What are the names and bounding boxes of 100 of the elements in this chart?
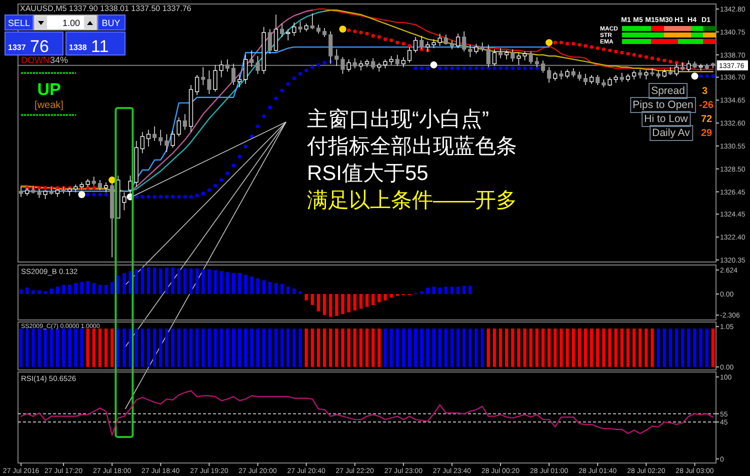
bar: [159, 268, 162, 294]
point: [438, 66, 442, 70]
point: [365, 32, 369, 36]
point: [134, 195, 138, 199]
bar: [104, 284, 108, 294]
candlestick: [474, 43, 478, 54]
bar: [316, 294, 320, 312]
bar: [92, 283, 96, 294]
candlestick: [510, 48, 515, 62]
bar: [202, 269, 205, 294]
point: [226, 172, 230, 176]
candlestick: [170, 130, 175, 148]
candlestick: [195, 74, 200, 96]
candlestick: [438, 33, 442, 46]
bar: [26, 288, 29, 294]
bar: [274, 283, 278, 294]
point: [705, 74, 709, 78]
bar: [298, 291, 302, 294]
bar: [432, 286, 436, 294]
annotation: 72: [701, 114, 713, 125]
bar: [384, 294, 387, 300]
annotation: 1338: [69, 43, 88, 52]
point: [486, 66, 490, 70]
point: [207, 188, 211, 192]
candlestick: [98, 180, 102, 191]
point: [529, 66, 533, 70]
annotation: 满足以上条件——开多: [307, 189, 517, 212]
point: [632, 53, 636, 57]
point: [584, 44, 588, 48]
annotation: 付指标全部出现蓝色条: [306, 135, 517, 158]
point: [656, 58, 660, 62]
bar: [286, 286, 290, 294]
bar: [195, 268, 199, 294]
candlestick: [213, 64, 218, 92]
point: [420, 66, 424, 70]
bar: [134, 269, 138, 294]
candlestick: [268, 28, 272, 54]
bar: [280, 284, 284, 294]
point: [339, 26, 346, 33]
annotation: 29: [701, 128, 713, 139]
point: [662, 58, 666, 62]
point: [590, 45, 594, 49]
bar: [438, 288, 442, 294]
candlestick: [492, 48, 497, 66]
candlestick: [420, 35, 424, 50]
bar: [146, 267, 150, 294]
point: [608, 48, 612, 52]
annotation: 76: [30, 37, 49, 56]
point: [256, 124, 260, 128]
point: [602, 47, 606, 52]
bar: [371, 294, 375, 305]
bar: [86, 281, 90, 294]
point: [516, 66, 521, 70]
candlestick: [280, 23, 284, 38]
point: [238, 154, 242, 158]
point: [691, 72, 698, 80]
point: [644, 55, 648, 59]
candlestick: [176, 117, 181, 137]
candlestick: [298, 20, 302, 33]
bar: [50, 288, 53, 294]
candlestick: [583, 73, 588, 86]
candlestick: [310, 13, 314, 30]
point: [78, 191, 86, 198]
candlestick: [414, 36, 418, 54]
point: [37, 186, 42, 190]
point: [578, 43, 582, 47]
bar: [226, 272, 229, 294]
annotation: UP: [37, 80, 61, 99]
candlestick: [140, 132, 144, 154]
candlestick: [468, 44, 472, 58]
point: [183, 195, 187, 199]
point: [104, 192, 108, 196]
bar: [353, 294, 356, 310]
candlestick: [346, 58, 351, 72]
annotation: SELL: [8, 18, 30, 28]
candlestick: [358, 60, 363, 71]
point: [638, 54, 642, 58]
bar: [238, 272, 242, 294]
bar: [268, 282, 272, 294]
point: [262, 114, 266, 118]
point: [170, 195, 175, 199]
point: [474, 66, 478, 70]
bar: [262, 280, 266, 294]
candlestick: [237, 74, 242, 88]
point: [177, 195, 181, 199]
bar: [335, 294, 338, 316]
bar: [110, 282, 114, 294]
bar: [359, 294, 363, 309]
point: [286, 82, 290, 86]
point: [402, 42, 406, 46]
point: [674, 60, 678, 64]
bar: [152, 267, 156, 294]
point: [546, 39, 553, 46]
candlestick: [686, 60, 691, 72]
point: [250, 134, 254, 138]
candlestick: [274, 14, 278, 52]
candlestick: [158, 129, 163, 146]
point: [86, 192, 90, 196]
point: [152, 195, 156, 199]
bar: [177, 268, 180, 294]
